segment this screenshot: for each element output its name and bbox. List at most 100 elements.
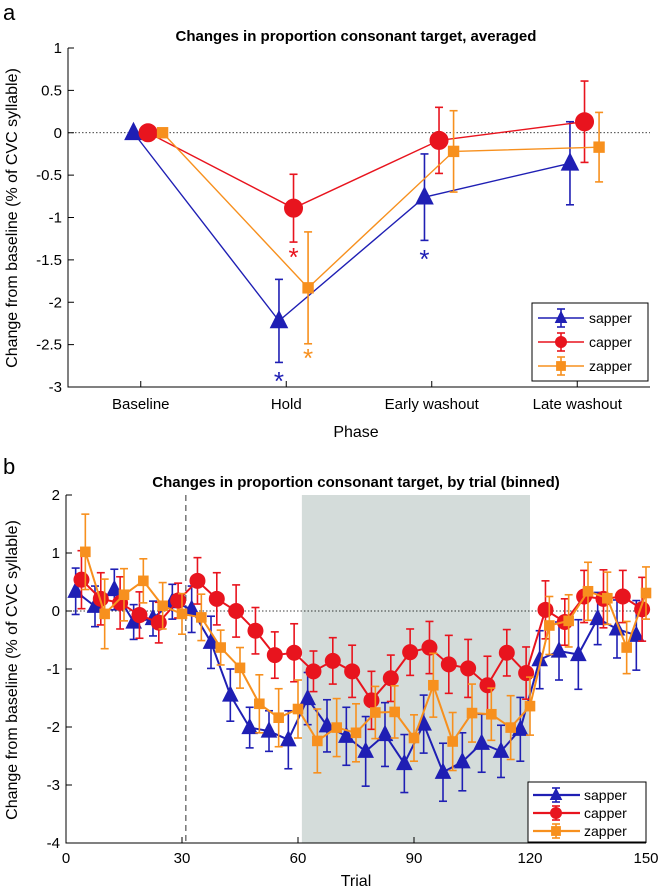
y-tick-label: -2 xyxy=(49,294,62,311)
marker-sapper xyxy=(492,741,510,758)
legend-label-capper: capper xyxy=(589,334,632,350)
marker-sapper xyxy=(338,726,355,743)
marker-zapper xyxy=(215,642,226,653)
marker-sapper xyxy=(202,632,220,649)
marker-zapper xyxy=(273,712,284,724)
marker-capper xyxy=(429,130,449,150)
legend-label-sapper: sapper xyxy=(584,787,627,803)
legend-marker-capper xyxy=(555,336,567,348)
x-tick-label: Hold xyxy=(271,396,302,413)
marker-capper xyxy=(305,663,322,680)
marker-zapper xyxy=(389,706,400,718)
y-tick-label: -0.5 xyxy=(36,167,62,184)
hold-phase-shading xyxy=(301,495,530,843)
marker-sapper xyxy=(106,579,123,597)
marker-capper xyxy=(518,665,535,682)
x-axis-label-a: Phase xyxy=(333,424,378,441)
marker-sapper xyxy=(241,717,258,735)
marker-sapper xyxy=(318,715,336,733)
marker-zapper xyxy=(408,732,420,744)
significance-asterisk-capper: * xyxy=(288,242,298,272)
series-sapper xyxy=(124,120,580,364)
marker-sapper xyxy=(550,641,568,658)
marker-capper xyxy=(614,588,631,605)
legend-label-zapper: zapper xyxy=(584,823,627,839)
marker-capper xyxy=(344,663,361,680)
marker-zapper xyxy=(196,612,207,623)
y-tick-label: -1 xyxy=(49,210,62,227)
marker-zapper xyxy=(234,662,246,674)
legend-label-capper: capper xyxy=(584,805,627,821)
y-tick-label: 0 xyxy=(52,603,60,620)
legend-marker-capper xyxy=(550,807,562,819)
marker-zapper xyxy=(350,727,362,739)
marker-capper xyxy=(382,670,399,687)
marker-sapper xyxy=(269,309,289,329)
marker-capper xyxy=(363,692,380,709)
legend-marker-sapper xyxy=(554,310,568,323)
marker-sapper xyxy=(454,751,471,769)
marker-capper xyxy=(421,639,438,656)
marker-zapper xyxy=(99,608,110,620)
marker-capper xyxy=(498,644,515,661)
marker-sapper xyxy=(570,644,587,662)
marker-sapper xyxy=(357,741,374,758)
y-tick-label: 0 xyxy=(54,125,62,142)
marker-sapper xyxy=(299,688,316,706)
marker-sapper xyxy=(512,719,529,736)
legend-a: sapper capper zapper xyxy=(531,302,649,382)
marker-sapper xyxy=(280,729,297,747)
line-capper xyxy=(147,121,585,209)
line-zapper xyxy=(162,132,600,289)
marker-sapper xyxy=(628,625,645,642)
y-tick-label: -2 xyxy=(47,719,60,736)
marker-zapper xyxy=(302,282,314,294)
y-axis-label-a: Change from baseline (% of CVC syllable) xyxy=(4,68,21,368)
marker-zapper xyxy=(593,141,605,153)
marker-zapper xyxy=(544,620,555,631)
panel-label-a: a xyxy=(3,0,16,25)
panel-a: a Changes in proportion consonant target… xyxy=(3,0,650,441)
marker-capper xyxy=(150,614,167,631)
series-zapper xyxy=(80,513,652,774)
marker-zapper xyxy=(176,608,188,620)
marker-capper xyxy=(284,198,304,218)
x-axis-label-b: Trial xyxy=(341,873,372,889)
x-tick-label: 90 xyxy=(406,850,423,867)
marker-zapper xyxy=(118,589,130,601)
marker-zapper xyxy=(138,575,149,587)
marker-capper xyxy=(266,647,283,664)
marker-zapper xyxy=(331,722,342,733)
marker-capper xyxy=(460,660,477,677)
x-tick-label: Late washout xyxy=(533,396,623,413)
panel-b: b Changes in proportion consonant target… xyxy=(3,454,659,889)
marker-sapper xyxy=(434,762,452,779)
marker-zapper xyxy=(524,700,536,712)
marker-capper xyxy=(537,601,554,618)
x-tick-label: 30 xyxy=(174,850,191,867)
marker-zapper xyxy=(466,707,478,719)
chart-title-a: Changes in proportion consonant target, … xyxy=(176,28,537,45)
marker-sapper xyxy=(589,608,606,626)
marker-zapper xyxy=(447,145,460,158)
panel-label-b: b xyxy=(3,454,15,479)
series-capper xyxy=(73,549,651,731)
legend-label-sapper: sapper xyxy=(589,310,632,326)
line-sapper xyxy=(132,132,571,322)
marker-sapper xyxy=(124,121,143,141)
legend-label-zapper: zapper xyxy=(589,358,632,374)
marker-zapper xyxy=(254,698,265,710)
marker-capper xyxy=(247,622,264,639)
marker-sapper xyxy=(560,152,580,171)
significance-asterisk-sapper: * xyxy=(419,244,429,274)
y-tick-label: 0.5 xyxy=(41,82,62,99)
marker-capper xyxy=(228,603,245,619)
marker-zapper xyxy=(486,708,497,720)
marker-zapper xyxy=(621,642,632,653)
y-tick-label: -4 xyxy=(47,835,60,852)
marker-zapper xyxy=(312,735,323,747)
x-tick-label: 60 xyxy=(290,850,307,867)
y-tick-label: 1 xyxy=(52,545,60,562)
y-tick-label: -3 xyxy=(47,777,60,794)
marker-zapper xyxy=(602,592,613,604)
